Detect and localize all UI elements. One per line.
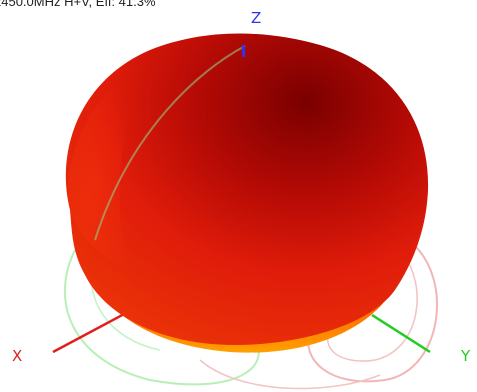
pattern-caption: 2450.0MHz H+V, Eff: 41.3% <box>0 0 156 9</box>
xz-cut-front-arc <box>94 45 246 241</box>
x-axis-label: X <box>12 347 23 365</box>
yz-cut-curve <box>307 237 438 383</box>
pattern-body <box>65 33 429 346</box>
z-axis-label: Z <box>251 9 262 27</box>
x-axis-line <box>52 310 129 354</box>
y-axis-line <box>371 313 431 354</box>
z-axis-line <box>241 44 246 58</box>
y-axis-label: Y <box>461 347 471 365</box>
yz-cut-bottom <box>199 359 381 390</box>
xz-cut-lower-loop <box>63 249 260 386</box>
yz-cut-inner <box>327 249 418 362</box>
